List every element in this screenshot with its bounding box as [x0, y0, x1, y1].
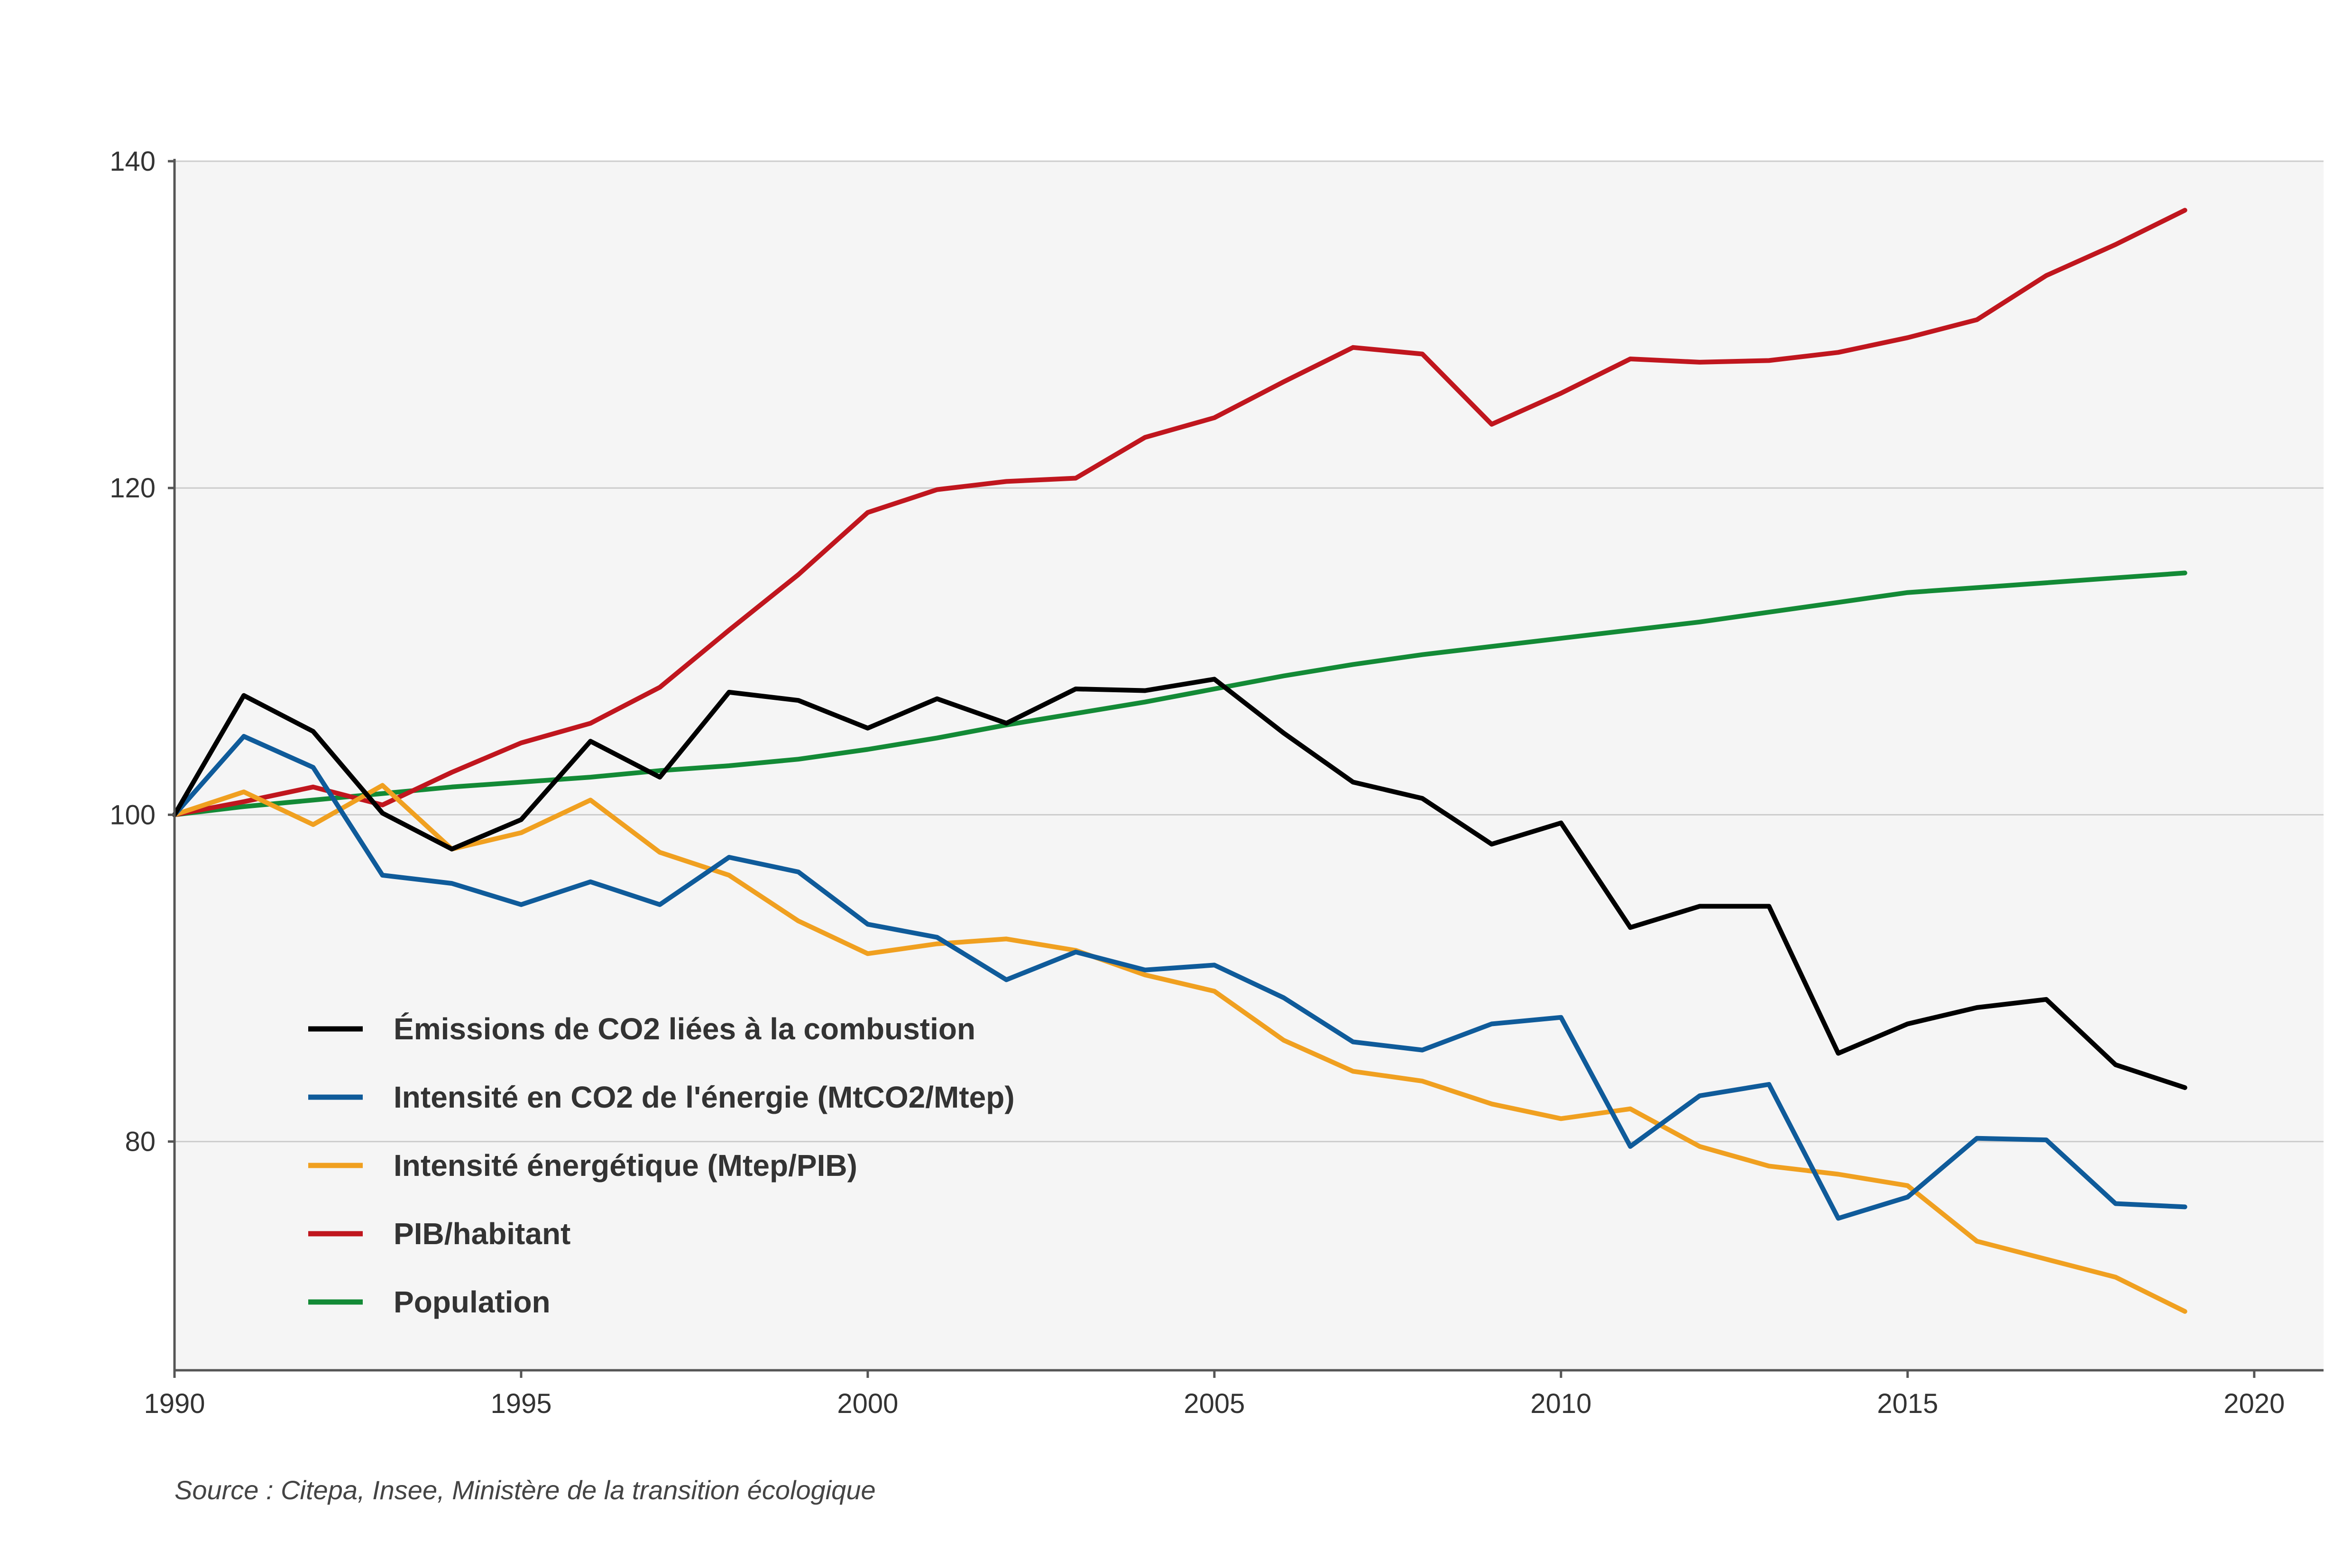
x-tick-label: 1995 — [490, 1388, 551, 1419]
series-line — [172, 208, 2187, 817]
legend-label: Intensité énergétique (Mtep/PIB) — [394, 1148, 857, 1183]
x-tick-label: 2015 — [1877, 1388, 1938, 1419]
series-lines — [172, 208, 2187, 1314]
y-axis-ticks: 80 100 120 140 — [110, 146, 175, 1157]
legend-label: Intensité en CO2 de l'énergie (MtCO2/Mte… — [394, 1080, 1015, 1114]
series-line — [172, 783, 2187, 1314]
plot-background — [175, 161, 2324, 1370]
x-tick-label: 2000 — [837, 1388, 898, 1419]
series-line — [172, 734, 2187, 1221]
legend-label: Population — [394, 1285, 551, 1319]
y-tick-label: 140 — [110, 146, 156, 177]
y-tick-label: 100 — [110, 799, 156, 830]
source-note: Source : Citepa, Insee, Ministère de la … — [175, 1475, 876, 1505]
x-tick-label: 1990 — [144, 1388, 205, 1419]
x-tick-label: 2010 — [1530, 1388, 1591, 1419]
series-line — [172, 570, 2187, 817]
y-tick-label: 80 — [125, 1127, 156, 1157]
legend: Émissions de CO2 liées à la combustion In… — [308, 1012, 1015, 1319]
x-tick-label: 2020 — [2223, 1388, 2285, 1419]
legend-label: Émissions de CO2 liées à la combustion — [394, 1012, 975, 1046]
legend-label: PIB/habitant — [394, 1217, 570, 1251]
series-line — [172, 677, 2187, 1090]
y-tick-label: 120 — [110, 473, 156, 504]
gridlines — [175, 160, 2324, 1143]
x-axis-ticks: 1990 1995 2000 2005 2010 2015 2020 — [144, 1370, 2285, 1419]
x-tick-label: 2005 — [1184, 1388, 1245, 1419]
